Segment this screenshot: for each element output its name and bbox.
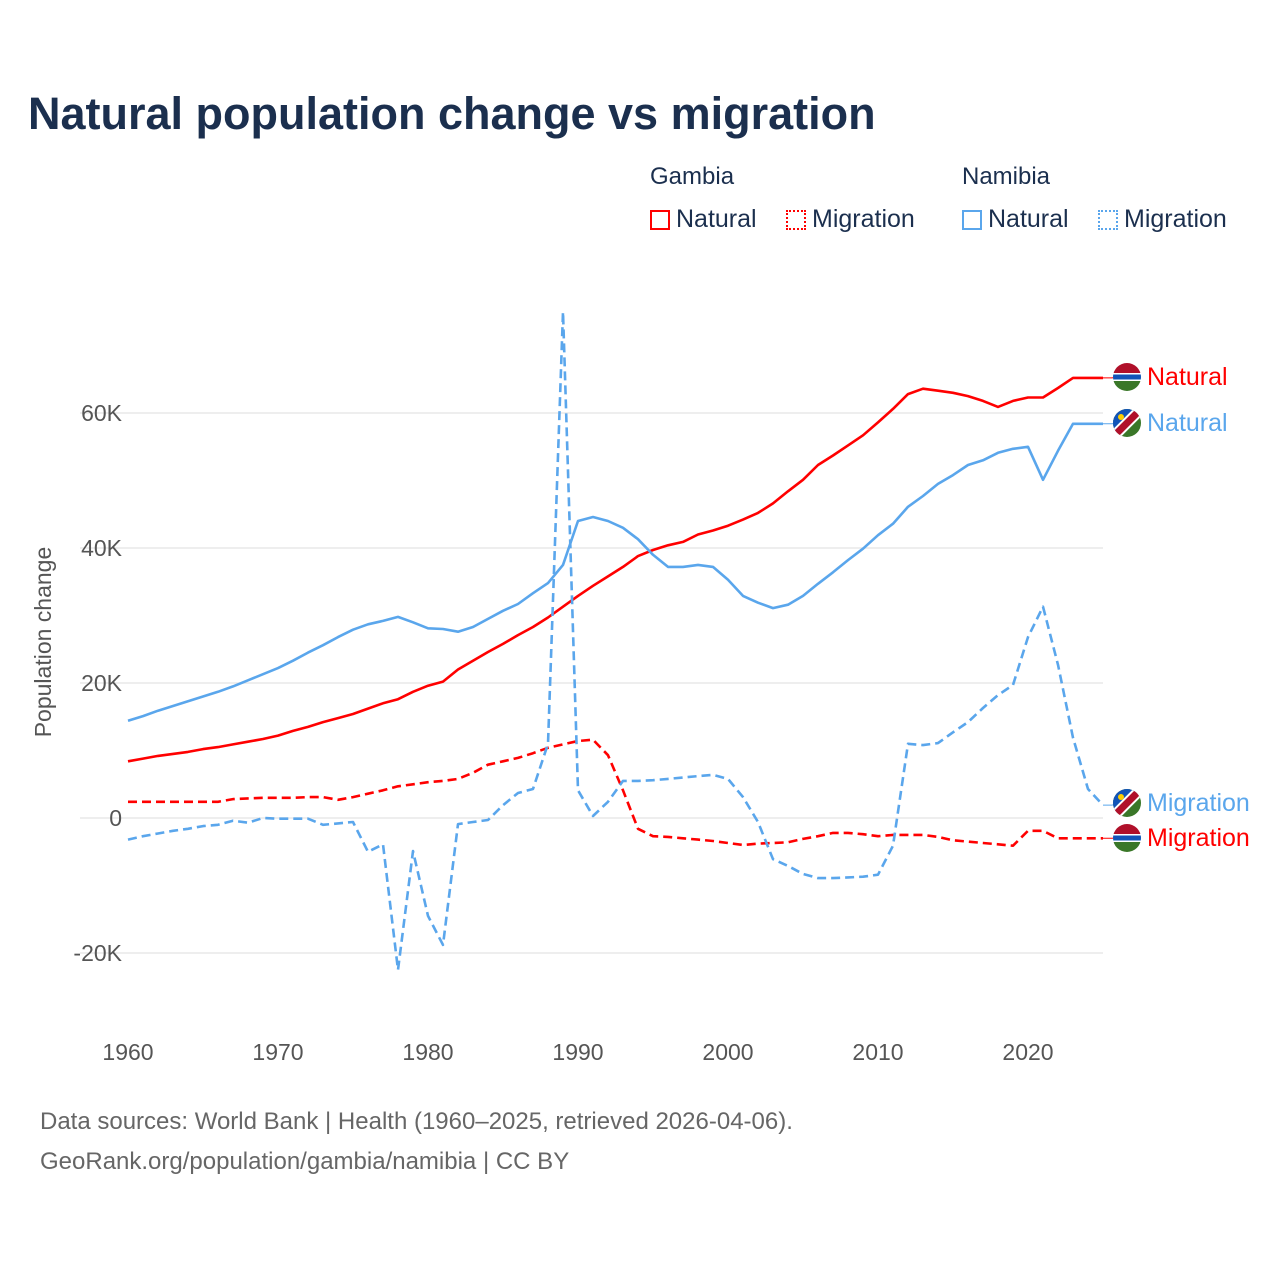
x-tick-label: 1970 [252, 1039, 303, 1065]
legend-namibia-migration[interactable]: Migration [1098, 205, 1227, 234]
legend-label: Migration [1124, 205, 1227, 233]
x-tick-label: 2000 [702, 1039, 753, 1065]
legend-swatch-solid-red [650, 209, 670, 230]
source-line: Data sources: World Bank | Health (1960–… [40, 1108, 793, 1135]
attribution-line[interactable]: GeoRank.org/population/gambia/namibia | … [40, 1148, 570, 1175]
legend-label: Natural [988, 205, 1069, 233]
series-line-namibia-natural[interactable] [127, 422, 1103, 723]
legend-label: Natural [676, 205, 757, 233]
legend-group-namibia: Namibia [962, 163, 1051, 190]
legend-gambia-natural[interactable]: Natural [650, 205, 757, 234]
legend-gambia-migration[interactable]: Migration [786, 205, 915, 234]
legend-swatch-solid-blue [962, 209, 982, 230]
gambia-flag-icon [1113, 824, 1141, 852]
x-tick-label: 1990 [552, 1039, 603, 1065]
series-line-namibia-migration[interactable] [127, 310, 1104, 972]
legend-label: Migration [812, 205, 915, 233]
y-tick-label: 0 [109, 805, 122, 831]
namibia-flag-icon [1111, 407, 1143, 439]
chart-title: Natural population change vs migration [28, 88, 876, 139]
legend-swatch-dotted-red [786, 209, 806, 230]
legend-group-gambia: Gambia [650, 163, 735, 190]
namibia-flag-icon [1111, 787, 1143, 819]
x-tick-label: 2020 [1002, 1039, 1053, 1065]
gambia-flag-icon [1113, 363, 1141, 391]
y-tick-label: 60K [81, 400, 123, 426]
legend-swatch-dotted-blue [1098, 209, 1118, 230]
x-tick-label: 1980 [402, 1039, 453, 1065]
x-tick-label: 2010 [852, 1039, 903, 1065]
y-tick-label: -20K [73, 940, 122, 966]
series-line-gambia-natural[interactable] [127, 376, 1103, 763]
x-tick-label: 1960 [102, 1039, 153, 1065]
y-tick-label: 20K [81, 670, 123, 696]
end-label: Natural [1147, 363, 1228, 391]
end-label: Natural [1147, 409, 1228, 437]
legend-namibia-natural[interactable]: Natural [962, 205, 1069, 234]
series-line-gambia-migration[interactable] [128, 738, 1103, 848]
y-tick-label: 40K [81, 535, 123, 561]
y-axis-label: Population change [30, 547, 56, 738]
end-label: Migration [1147, 789, 1250, 817]
end-label: Migration [1147, 824, 1250, 852]
